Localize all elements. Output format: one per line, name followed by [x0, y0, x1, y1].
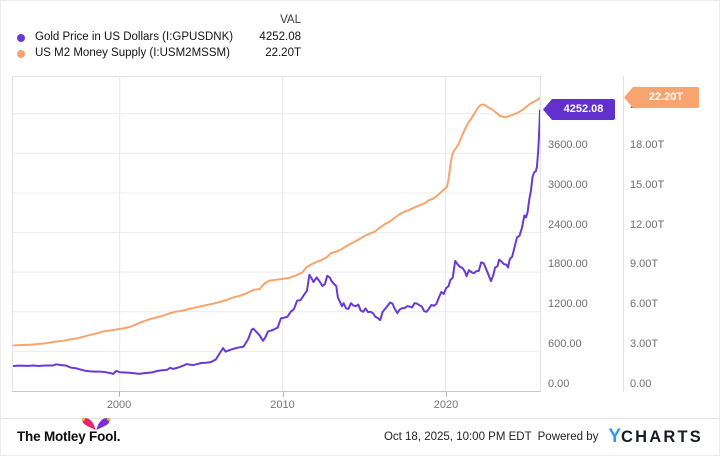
y-axis-tick-label-gold: 1800.00 [548, 258, 588, 271]
footer: The Motley Fool. Oct 18, 2025, 10:00 PM … [1, 417, 719, 455]
legend-item-m2: US M2 Money Supply (I:USM2MSSM) 22.20T [1, 47, 341, 62]
plot-area [12, 76, 541, 392]
y-axis-tick-label-m2: 3.00T [630, 338, 659, 351]
x-axis-tick-mark [446, 392, 448, 397]
legend-value-gold: 4252.08 [259, 31, 301, 43]
y-axis-tick-label-gold: 3600.00 [548, 138, 588, 151]
chart-legend: VAL Gold Price in US Dollars (I:GPUSDNK)… [1, 1, 341, 71]
current-value-badge-m2: 22.20T [624, 87, 699, 108]
y-axis-tick-label-gold: 0.00 [548, 378, 570, 390]
chart-canvas [13, 77, 540, 391]
current-value-badge-gold: 4252.08 [543, 99, 615, 120]
series-line-gold [13, 109, 540, 375]
y-axis-tick-label-m2: 9.00T [630, 258, 659, 271]
y-axis-tick-label-m2: 12.00T [630, 218, 665, 231]
series-color-dot-gold [17, 34, 25, 42]
timestamp: Oct 18, 2025, 10:00 PM EDT [383, 431, 532, 443]
ycharts-wordmark: CHARTS [621, 428, 703, 446]
powered-by-label: Powered by [537, 431, 599, 443]
y-axis-tick-label-m2: 6.00T [630, 298, 659, 311]
x-axis-tick-label: 2000 [106, 399, 132, 411]
footer-right: Oct 18, 2025, 10:00 PM EDT Powered by Y … [384, 427, 703, 447]
x-axis-tick-label: 2010 [270, 399, 295, 411]
y-axis-tick-label-gold: 2400.00 [548, 218, 588, 231]
motley-fool-wordmark: The Motley Fool. [17, 429, 121, 444]
series-color-dot-m2 [17, 50, 25, 58]
x-axis-tick-mark [119, 392, 121, 397]
x-axis-tick-mark [282, 392, 284, 397]
series-line-m2 [13, 96, 540, 347]
axis-separator-line [623, 76, 624, 392]
y-axis-tick-label-gold: 1200.00 [548, 298, 588, 311]
motley-fool-logo: The Motley Fool. [17, 417, 121, 446]
legend-value-m2: 22.20T [265, 47, 301, 59]
legend-label-m2: US M2 Money Supply (I:USM2MSSM) [35, 47, 230, 59]
y-axis-tick-label-m2: 18.00T [630, 138, 665, 151]
legend-label-gold: Gold Price in US Dollars (I:GPUSDNK) [35, 31, 234, 43]
jester-hat-icon [81, 417, 111, 430]
y-axis-tick-label-gold: 3000.00 [548, 178, 588, 191]
x-axis-tick-label: 2020 [433, 399, 459, 411]
y-axis-tick-label-m2: 15.00T [630, 178, 665, 191]
y-axis-tick-label-gold: 600.00 [548, 338, 582, 351]
ycharts-logo: Y CHARTS [608, 427, 703, 447]
y-axis-tick-label-m2: 0.00 [630, 378, 652, 390]
ycharts-y: Y [608, 426, 622, 447]
legend-val-header: VAL [280, 14, 301, 26]
legend-item-gold: Gold Price in US Dollars (I:GPUSDNK) 425… [1, 31, 341, 46]
